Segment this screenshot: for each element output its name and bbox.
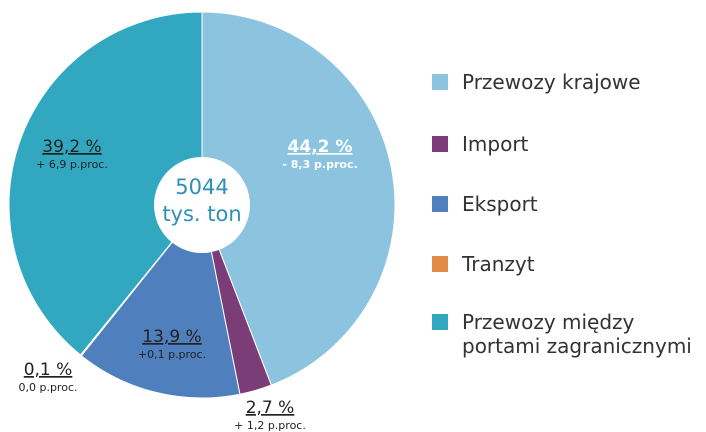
change-label: +0,1 p.proc. [138, 348, 206, 361]
change-label: 0,0 p.proc. [18, 381, 77, 394]
legend-swatch [432, 136, 448, 152]
legend-swatch [432, 74, 448, 90]
value-label: 44,2 % [288, 137, 353, 157]
total-unit: tys. ton [162, 202, 241, 226]
legend-item: Przewozy krajowe [430, 70, 700, 94]
legend-label: Eksport [462, 192, 538, 216]
legend-label: Tranzyt [462, 252, 535, 276]
pie-slice [201, 11, 396, 386]
legend-label: Import [462, 132, 529, 156]
change-label: + 1,2 p.proc. [234, 419, 306, 432]
value-label: 2,7 % [246, 398, 295, 418]
legend-swatch [432, 314, 448, 330]
change-label: + 6,9 p.proc. [36, 158, 108, 171]
legend-label: Przewozy między portami zagranicznymi [462, 310, 692, 358]
legend-item: Eksport [430, 192, 700, 216]
legend: Przewozy krajowe Import Eksport Tranzyt Prze… [430, 70, 700, 358]
legend-item: Przewozy między portami zagranicznymi [430, 310, 700, 358]
center-circle [154, 157, 250, 253]
pie-slice [8, 11, 203, 356]
legend-swatch [432, 196, 448, 212]
legend-swatch [432, 256, 448, 272]
legend-item: Import [430, 132, 700, 156]
change-label: - 8,3 p.proc. [282, 158, 357, 171]
total: 5044 [175, 175, 228, 199]
pie-slice [80, 203, 241, 399]
pie-area: 5044 tys. ton 44,2 %- 8,3 p.proc.2,7 %+ … [8, 11, 396, 432]
value-label: 0,1 % [24, 360, 73, 380]
legend-label: Przewozy krajowe [462, 70, 641, 94]
value-label: 13,9 % [142, 327, 201, 347]
legend-item: Tranzyt [430, 252, 700, 276]
value-label: 39,2 % [42, 137, 101, 157]
